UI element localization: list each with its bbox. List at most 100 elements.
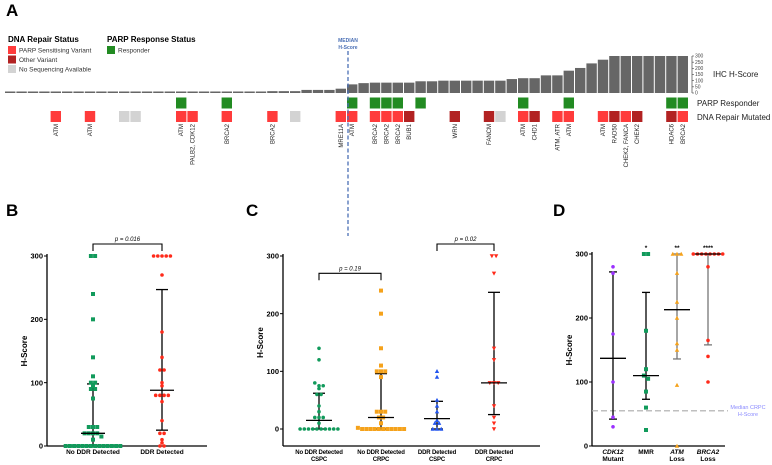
dna-repair-cell [563,111,574,122]
data-point [91,355,95,360]
comparison-bracket [436,243,495,251]
comparison-bracket [92,243,163,251]
hscore-bar [643,56,654,93]
hscore-bar [141,91,153,93]
data-point [611,425,615,429]
data-point [160,273,164,277]
gene-label: BRCA2 [384,123,390,144]
legend-item-responder: Responder [118,48,151,55]
dna-repair-cell [518,111,529,122]
hscore-bar [495,80,506,93]
legend-title-dna: DNA Repair Status [8,35,79,44]
legend-item-other: Other Variant [19,57,57,64]
data-point [91,396,95,401]
gene-label: ATM [54,124,60,136]
dna-repair-cell [290,111,301,122]
data-point [674,347,680,352]
data-point [674,270,680,275]
gene-label: ATM [601,124,607,136]
hscore-bar [312,89,324,93]
data-point [706,265,710,269]
data-point [336,427,340,431]
data-point [383,369,388,374]
y-tick-label: 300 [575,250,588,259]
gene-label: RAD50 [612,123,618,143]
gene-label: BRCA2 [270,123,276,144]
hscore-bar [335,88,346,93]
data-point [91,317,95,322]
panel-label-d: D [553,201,565,220]
dna-repair-cell [119,111,130,122]
data-point [99,434,104,439]
row-label-dna: DNA Repair Mutated [697,113,770,122]
y-tick-label: 0 [39,442,43,451]
data-point [379,421,383,426]
data-point [319,392,323,397]
gene-label: ATM [88,124,94,136]
data-point [95,425,100,429]
hscore-bar [16,91,27,93]
panel-b-scatter: 0 100 200 300 H-Score No DDR Detected DDR Dete… [20,237,207,456]
panel-label-b: B [6,201,18,220]
data-point [319,427,323,431]
data-point [434,374,440,379]
data-point [491,427,497,432]
data-point [379,375,383,380]
data-point [674,341,680,346]
dna-repair-cell [404,111,415,122]
row-label-parp: PARP Responder [697,99,760,108]
data-point [317,404,321,408]
data-point [162,368,166,372]
gene-label: PALB2, CDK12 [191,123,197,165]
data-point [434,397,440,402]
hscore-bar [438,80,449,93]
parp-responder-cell [347,97,358,109]
dna-repair-cell [187,111,198,122]
hscore-bar [27,91,39,93]
data-point [93,444,98,448]
data-point [313,381,317,385]
parp-responder-cell [666,97,677,109]
data-point [76,444,81,448]
data-point [379,346,383,351]
data-point [491,346,497,351]
hscore-bar [620,56,631,93]
data-point [491,415,497,420]
hscore-bar [50,91,61,93]
dna-repair-cell [609,111,620,122]
data-point [674,443,680,448]
gene-label: BUB1 [407,123,413,139]
data-point [321,415,326,420]
gene-label: BRCA2 [373,123,379,144]
hscore-bar [381,82,392,93]
legend-item-sensitising: PARP Sensitising Variant [19,48,91,55]
data-point [674,382,680,387]
data-point [432,420,438,425]
data-point [91,292,95,296]
data-point [166,393,171,398]
x-tick-label: Loss [700,456,716,463]
data-point [91,374,95,379]
data-point [93,387,98,391]
hscore-bar [290,91,301,93]
data-point [323,427,328,431]
parp-responder-cell [221,97,232,109]
dna-repair-cell [392,111,403,122]
hscore-tick-label: 300 [695,54,704,60]
data-point [160,437,164,442]
data-point [379,363,383,368]
data-point [379,288,383,293]
data-point [109,444,114,448]
data-point [93,380,98,385]
dna-repair-cell [176,111,187,122]
x-tick-label: CSPC [311,457,328,463]
y-tick-label: 200 [30,315,43,324]
data-point [91,425,95,429]
data-point [434,418,440,423]
hscore-bar [506,79,517,93]
data-point [313,415,317,420]
data-point [118,444,123,448]
median-label-1: MEDIAN [338,38,358,44]
